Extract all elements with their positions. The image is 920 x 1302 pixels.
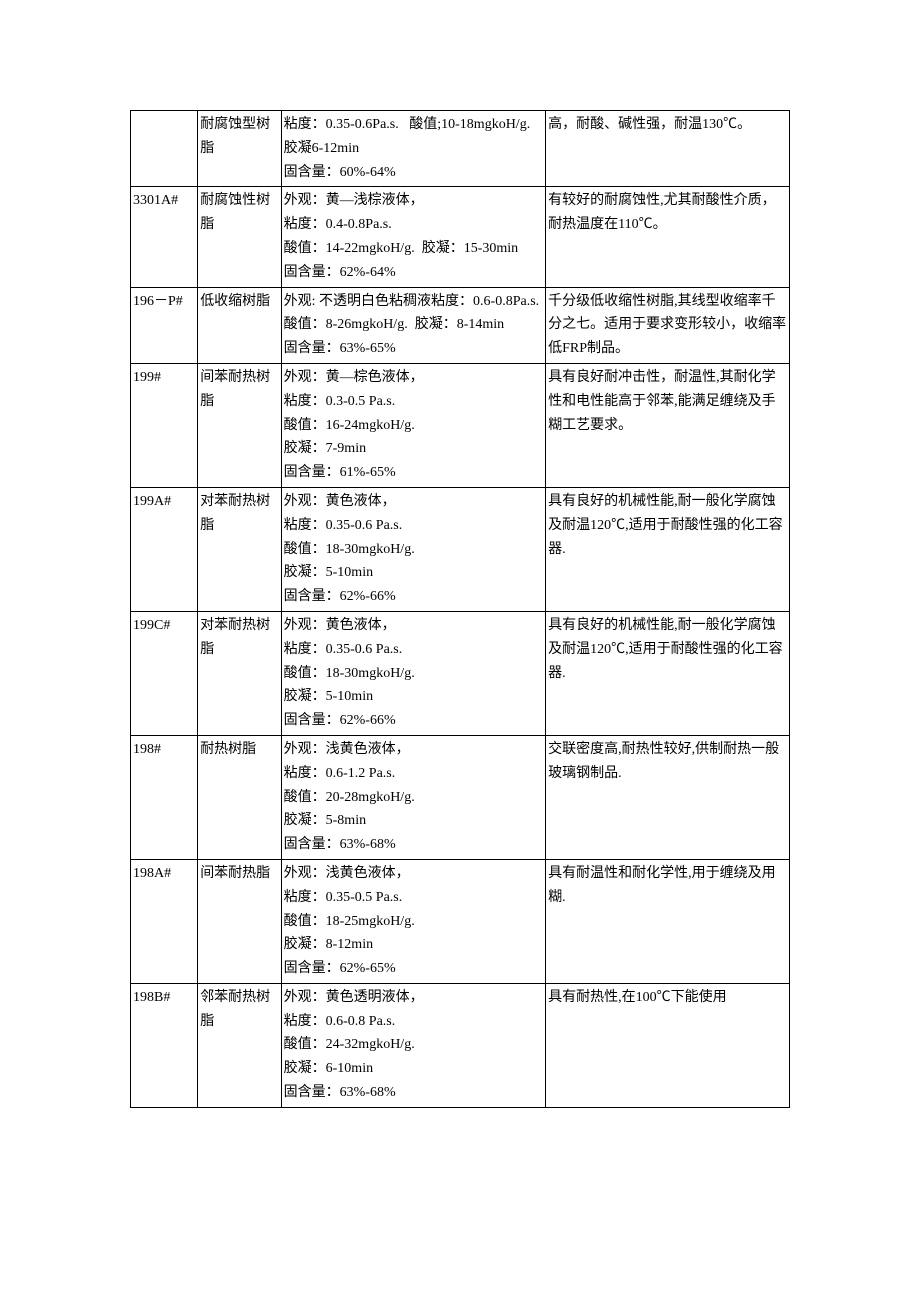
table-row: 3301A# 耐腐蚀性树脂 外观：黄—浅棕液体， 粘度：0.4-0.8Pa.s.…: [131, 187, 790, 287]
cell-type: 耐腐蚀型树脂: [198, 111, 281, 187]
cell-desc: 高，耐酸、碱性强，耐温130℃。: [546, 111, 790, 187]
cell-spec: 外观：黄—浅棕液体， 粘度：0.4-0.8Pa.s. 酸值：14-22mgkoH…: [281, 187, 545, 287]
table-row: 耐腐蚀型树脂 粘度：0.35-0.6Pa.s. 酸值;10-18mgkoH/g.…: [131, 111, 790, 187]
cell-code: [131, 111, 198, 187]
cell-desc: 具有良好的机械性能,耐一般化学腐蚀及耐温120℃,适用于耐酸性强的化工容器.: [546, 487, 790, 611]
cell-desc: 具有耐温性和耐化学性,用于缠绕及用糊.: [546, 859, 790, 983]
cell-code: 199C#: [131, 611, 198, 735]
cell-type: 低收缩树脂: [198, 287, 281, 363]
table-row: 199A# 对苯耐热树脂 外观：黄色液体， 粘度：0.35-0.6 Pa.s. …: [131, 487, 790, 611]
cell-type: 间苯耐热树脂: [198, 363, 281, 487]
cell-type: 对苯耐热树脂: [198, 487, 281, 611]
cell-code: 198B#: [131, 983, 198, 1107]
table-row: 199# 间苯耐热树脂 外观：黄—棕色液体， 粘度：0.3-0.5 Pa.s. …: [131, 363, 790, 487]
table-row: 198# 耐热树脂 外观：浅黄色液体， 粘度：0.6-1.2 Pa.s. 酸值：…: [131, 735, 790, 859]
cell-code: 198A#: [131, 859, 198, 983]
cell-desc: 具有良好耐冲击性，耐温性,其耐化学性和电性能高于邻苯,能满足缠绕及手糊工艺要求。: [546, 363, 790, 487]
cell-spec: 外观：黄色液体， 粘度：0.35-0.6 Pa.s. 酸值：18-30mgkoH…: [281, 611, 545, 735]
table-row: 199C# 对苯耐热树脂 外观：黄色液体， 粘度：0.35-0.6 Pa.s. …: [131, 611, 790, 735]
cell-type: 耐腐蚀性树脂: [198, 187, 281, 287]
resin-table: 耐腐蚀型树脂 粘度：0.35-0.6Pa.s. 酸值;10-18mgkoH/g.…: [130, 110, 790, 1108]
cell-type: 对苯耐热树脂: [198, 611, 281, 735]
cell-code: 199A#: [131, 487, 198, 611]
table-row: 198A# 间苯耐热脂 外观：浅黄色液体， 粘度：0.35-0.5 Pa.s. …: [131, 859, 790, 983]
cell-spec: 外观: 不透明白色粘稠液粘度：0.6-0.8Pa.s. 酸值：8-26mgkoH…: [281, 287, 545, 363]
cell-desc: 交联密度高,耐热性较好,供制耐热一般玻璃钢制品.: [546, 735, 790, 859]
cell-type: 邻苯耐热树脂: [198, 983, 281, 1107]
cell-spec: 外观：黄色透明液体， 粘度：0.6-0.8 Pa.s. 酸值：24-32mgko…: [281, 983, 545, 1107]
cell-desc: 具有良好的机械性能,耐一般化学腐蚀及耐温120℃,适用于耐酸性强的化工容器.: [546, 611, 790, 735]
table-row: 196－P# 低收缩树脂 外观: 不透明白色粘稠液粘度：0.6-0.8Pa.s.…: [131, 287, 790, 363]
table-body: 耐腐蚀型树脂 粘度：0.35-0.6Pa.s. 酸值;10-18mgkoH/g.…: [131, 111, 790, 1108]
cell-desc: 有较好的耐腐蚀性,尤其耐酸性介质，耐热温度在110℃。: [546, 187, 790, 287]
cell-code: 3301A#: [131, 187, 198, 287]
cell-type: 间苯耐热脂: [198, 859, 281, 983]
cell-spec: 外观：黄—棕色液体， 粘度：0.3-0.5 Pa.s. 酸值：16-24mgko…: [281, 363, 545, 487]
cell-spec: 外观：浅黄色液体， 粘度：0.6-1.2 Pa.s. 酸值：20-28mgkoH…: [281, 735, 545, 859]
cell-spec: 外观：浅黄色液体， 粘度：0.35-0.5 Pa.s. 酸值：18-25mgko…: [281, 859, 545, 983]
cell-code: 196－P#: [131, 287, 198, 363]
cell-desc: 千分级低收缩性树脂,其线型收缩率千分之七。适用于要求变形较小，收缩率低FRP制品…: [546, 287, 790, 363]
cell-type: 耐热树脂: [198, 735, 281, 859]
cell-code: 199#: [131, 363, 198, 487]
document-page: 耐腐蚀型树脂 粘度：0.35-0.6Pa.s. 酸值;10-18mgkoH/g.…: [0, 0, 920, 1302]
cell-desc: 具有耐热性,在100℃下能使用: [546, 983, 790, 1107]
table-row: 198B# 邻苯耐热树脂 外观：黄色透明液体， 粘度：0.6-0.8 Pa.s.…: [131, 983, 790, 1107]
cell-spec: 外观：黄色液体， 粘度：0.35-0.6 Pa.s. 酸值：18-30mgkoH…: [281, 487, 545, 611]
cell-spec: 粘度：0.35-0.6Pa.s. 酸值;10-18mgkoH/g. 胶凝6-12…: [281, 111, 545, 187]
cell-code: 198#: [131, 735, 198, 859]
